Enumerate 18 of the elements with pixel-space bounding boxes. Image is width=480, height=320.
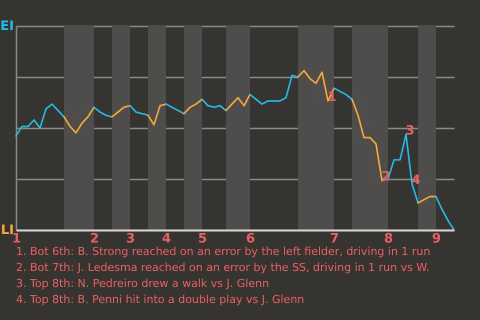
text: EI: [0, 19, 14, 34]
annotation: 1: [327, 90, 337, 105]
x-tick-label: 5: [198, 232, 208, 246]
x-tick-label: 3: [126, 232, 136, 246]
x-tick-label: 4: [162, 232, 172, 246]
x-tick-label: 8: [384, 232, 394, 246]
x-tick-label: 2: [90, 232, 100, 246]
text: 2. Bot 7th: J. Ledesma reached on an error by the SS, driving in 1 run vs W.: [16, 260, 430, 276]
text: 1. Bot 6th: B. Strong reached on an error by the left fielder, driving in 1 run: [16, 244, 430, 260]
x-tick-label: 6: [246, 232, 256, 246]
text: 3. Top 8th: N. Pedreiro drew a walk vs J. Glenn: [16, 276, 270, 292]
x-tick-label: 7: [330, 232, 340, 246]
annotation: 3: [405, 123, 415, 138]
x-tick-label: 1: [12, 232, 22, 246]
text: 4. Top 8th: B. Penni hit into a double play vs J. Glenn: [16, 292, 306, 308]
annotation: 4: [411, 172, 421, 188]
text: LI: [0, 223, 14, 238]
x-tick-label: 9: [432, 232, 442, 246]
